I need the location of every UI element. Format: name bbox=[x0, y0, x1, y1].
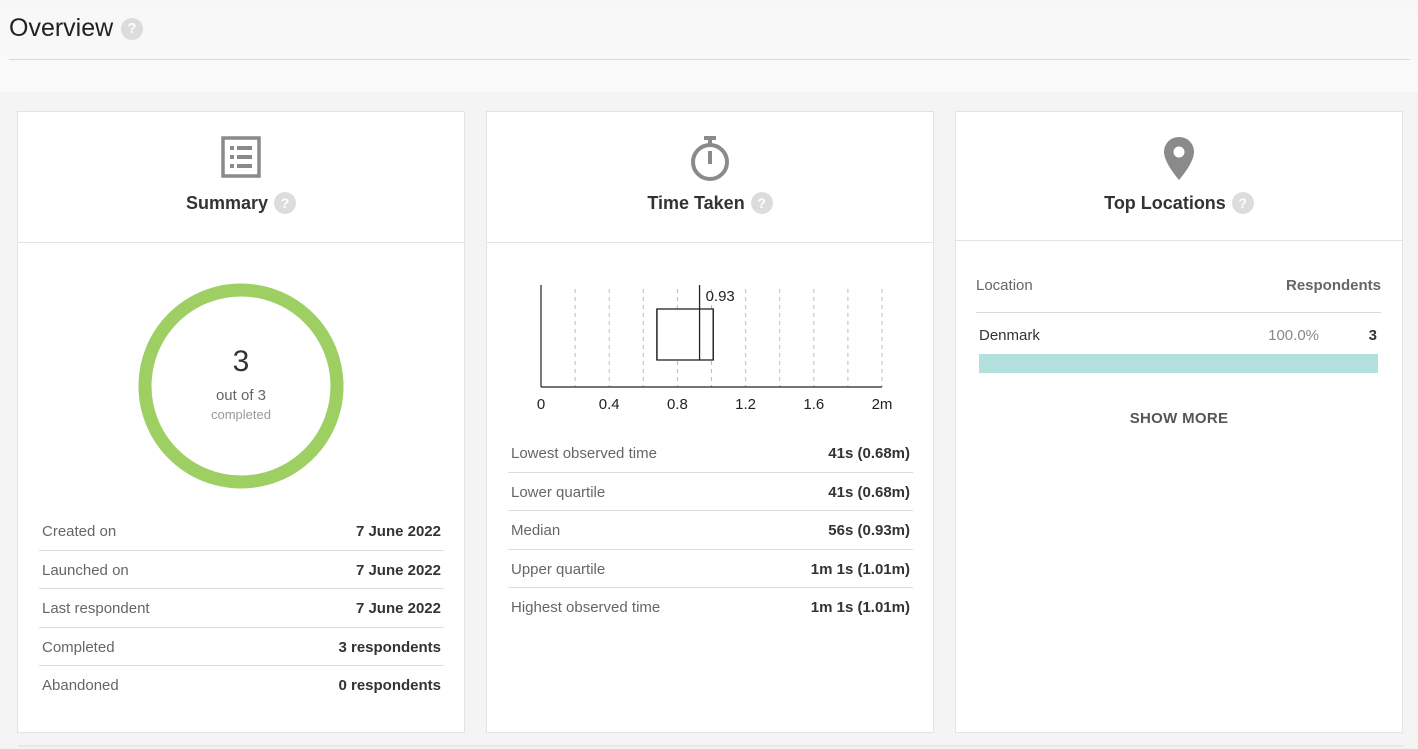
tick-label: 2m bbox=[872, 396, 893, 413]
completed-label: completed bbox=[211, 407, 271, 422]
show-more-button[interactable]: SHOW MORE bbox=[1129, 410, 1229, 427]
time-taken-card-header: Time Taken? bbox=[487, 112, 933, 243]
row-value: 7 June 2022 bbox=[355, 561, 441, 579]
row-value: 56s (0.93m) bbox=[828, 522, 910, 540]
help-icon[interactable]: ? bbox=[750, 192, 773, 214]
location-bar bbox=[979, 354, 1378, 373]
tick-label: 0.8 bbox=[667, 396, 688, 413]
table-row: Lower quartile 41s (0.68m) bbox=[508, 473, 913, 512]
top-locations-card-title: Top Locations? bbox=[956, 192, 1402, 214]
out-of-text: out of 3 bbox=[215, 387, 267, 404]
table-row: Completed 3 respondents bbox=[39, 628, 444, 667]
top-locations-title-text: Top Locations bbox=[1104, 193, 1226, 213]
row-value: 7 June 2022 bbox=[355, 600, 441, 618]
row-value: 3 respondents bbox=[338, 638, 441, 656]
time-taken-table: Lowest observed time 41s (0.68m) Lower qu… bbox=[508, 434, 913, 627]
row-value: 1m 1s (1.01m) bbox=[810, 560, 910, 578]
row-value: 7 June 2022 bbox=[355, 523, 441, 540]
summary-title-text: Summary bbox=[185, 193, 269, 213]
list-icon bbox=[221, 136, 261, 178]
row-label: Last respondent bbox=[42, 600, 150, 618]
table-row: Last respondent 7 June 2022 bbox=[39, 589, 444, 628]
time-taken-title-text: Time Taken bbox=[647, 193, 745, 213]
table-row: Created on 7 June 2022 bbox=[39, 512, 444, 551]
completion-ring-graphic bbox=[138, 283, 344, 489]
completion-ring: 3 out of 3 completed bbox=[138, 283, 344, 489]
location-count: 3 bbox=[1368, 327, 1377, 344]
row-value: 0 respondents bbox=[338, 677, 441, 695]
help-icon[interactable]: ? bbox=[121, 18, 143, 40]
row-label: Launched on bbox=[42, 561, 129, 579]
row-value: 1m 1s (1.01m) bbox=[810, 599, 910, 617]
location-name: Denmark bbox=[979, 327, 1040, 344]
row-label: Created on bbox=[42, 523, 117, 540]
page-header: Overview ? bbox=[0, 0, 1418, 92]
row-value: 41s (0.68m) bbox=[828, 445, 910, 462]
tick-label: 1.2 bbox=[735, 396, 756, 413]
top-locations-card-header: Top Locations? bbox=[956, 112, 1402, 241]
summary-table: Created on 7 June 2022 Launched on 7 June … bbox=[39, 512, 444, 705]
stopwatch-icon bbox=[691, 136, 729, 181]
tick-label: 0.4 bbox=[599, 396, 620, 413]
row-value: 41s (0.68m) bbox=[828, 483, 910, 501]
table-row: Median 56s (0.93m) bbox=[508, 511, 913, 550]
top-locations-card: Top Locations? Location Respondents Denm… bbox=[955, 111, 1403, 733]
table-row: Upper quartile 1m 1s (1.01m) bbox=[508, 550, 913, 589]
tick-label: 0 bbox=[537, 396, 545, 413]
summary-card-header: Summary? bbox=[18, 112, 464, 243]
median-label: 0.93 bbox=[706, 288, 735, 305]
table-row: Abandoned 0 respondents bbox=[39, 666, 444, 705]
row-label: Completed bbox=[42, 638, 115, 656]
help-icon[interactable]: ? bbox=[274, 192, 297, 214]
table-row: Lowest observed time 41s (0.68m) bbox=[508, 434, 913, 473]
table-row: Launched on 7 June 2022 bbox=[39, 551, 444, 590]
location-bar-track bbox=[979, 354, 1378, 373]
summary-card: Summary? 3 out of 3 completed Created on… bbox=[17, 111, 465, 733]
row-label: Lower quartile bbox=[511, 483, 606, 501]
locations-table-header: Location Respondents bbox=[976, 277, 1381, 313]
tick-label: 1.6 bbox=[803, 396, 824, 413]
row-label: Highest observed time bbox=[511, 599, 661, 617]
header-divider bbox=[9, 59, 1410, 60]
row-label: Lowest observed time bbox=[511, 445, 657, 462]
column-header-location: Location bbox=[976, 277, 1033, 294]
row-label: Median bbox=[511, 522, 561, 540]
box bbox=[656, 308, 714, 361]
time-taken-card-title: Time Taken? bbox=[487, 192, 933, 214]
map-pin-icon bbox=[1164, 137, 1194, 180]
list-item: Denmark 100.0% 3 bbox=[976, 327, 1381, 373]
page-title: Overview bbox=[9, 14, 114, 42]
column-header-respondents: Respondents bbox=[1285, 277, 1381, 294]
summary-card-title: Summary? bbox=[18, 192, 464, 214]
help-icon[interactable]: ? bbox=[1231, 192, 1254, 214]
completed-count: 3 bbox=[232, 345, 250, 378]
row-label: Upper quartile bbox=[511, 560, 606, 578]
time-taken-card: Time Taken? 0 0.4 0.8 1.2 1.6 2m 0.93 Lowest o… bbox=[486, 111, 934, 733]
time-taken-boxplot: 0 0.4 0.8 1.2 1.6 2m 0.93 bbox=[537, 285, 893, 413]
location-percent: 100.0% bbox=[1268, 327, 1319, 344]
row-label: Abandoned bbox=[42, 677, 119, 695]
table-row: Highest observed time 1m 1s (1.01m) bbox=[508, 588, 913, 627]
bottom-divider bbox=[18, 745, 1404, 747]
